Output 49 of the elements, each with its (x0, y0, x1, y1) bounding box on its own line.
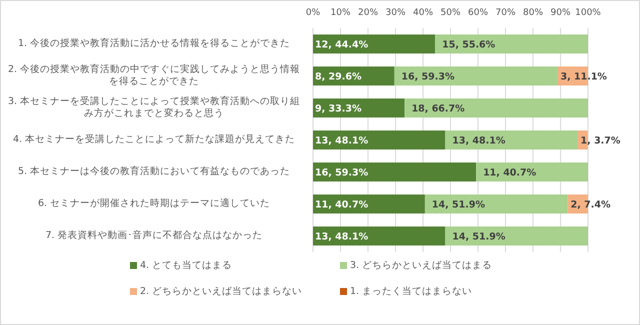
x-tick-label: 0% (306, 8, 320, 18)
data-label: 11, 40.7% (315, 200, 369, 210)
y-tick-label: 3. 本セミナーを受講したことによって授業や教育活動への取り組み方がこれまでと変わると思う (6, 96, 302, 120)
data-label: 13, 48.1% (315, 136, 369, 146)
legend-label: 3. どちらかといえば当てはまる (350, 259, 492, 272)
data-label: 8, 29.6% (315, 72, 362, 82)
bar (424, 194, 568, 214)
y-tick-label: 1. 今後の授業や教育活動に活かせる情報を得ることができた (16, 38, 292, 50)
x-tick-label: 50% (440, 8, 461, 18)
bar (313, 98, 405, 118)
bar (313, 130, 446, 150)
y-tick-label: 4. 本セミナーを受講したことによって新たな課題が見えてきた (12, 134, 296, 146)
x-tick-label: 90% (550, 8, 571, 18)
data-label: 9, 33.3% (315, 104, 362, 114)
legend-label: 2. どちらかといえば当てはまらない (140, 285, 302, 298)
y-tick-label: 2. 今後の授業や教育活動の中ですぐに実践してみようと思う情報を得ることができた (6, 64, 302, 88)
y-tick-label: 5. 本セミナーは今後の教育活動において有益なものであった (16, 166, 292, 178)
x-tick-label: 70% (495, 8, 516, 18)
data-label: 13, 48.1% (452, 136, 506, 146)
bar (394, 66, 558, 86)
data-label: 11, 40.7% (483, 168, 537, 178)
x-tick-label: 30% (385, 8, 406, 18)
data-label: 14, 51.9% (432, 200, 486, 210)
x-tick-label: 20% (358, 8, 378, 18)
x-tick-label: 60% (468, 8, 488, 18)
data-label: 14, 51.9% (452, 232, 506, 242)
y-tick-label: 6. セミナーが開催された時期はテーマに適していた (36, 198, 272, 210)
bar (404, 98, 588, 118)
bar (313, 34, 436, 54)
x-tick-label: 10% (330, 8, 351, 18)
data-label: 15, 55.6% (442, 40, 496, 50)
data-label: 13, 48.1% (315, 232, 369, 242)
data-label: 16, 59.3% (315, 168, 369, 178)
data-label: 12, 44.4% (315, 40, 369, 50)
y-tick-label: 7. 発表資料や動画･音声に不都合な点はなかった (44, 230, 264, 242)
bar (313, 226, 446, 246)
x-tick-label: 100% (575, 8, 601, 18)
legend-label: 1. まったく当てはまらない (350, 285, 472, 298)
legend-label: 4. とても当てはまる (140, 259, 232, 272)
bar (313, 194, 425, 214)
bar (476, 162, 588, 182)
bar (445, 130, 578, 150)
bar (445, 226, 588, 246)
data-label: 16, 59.3% (401, 72, 455, 82)
data-label: 18, 66.7% (412, 104, 466, 114)
bar (435, 34, 588, 54)
bar (313, 162, 476, 182)
x-tick-label: 40% (412, 8, 434, 18)
x-tick-label: 80% (522, 8, 544, 18)
